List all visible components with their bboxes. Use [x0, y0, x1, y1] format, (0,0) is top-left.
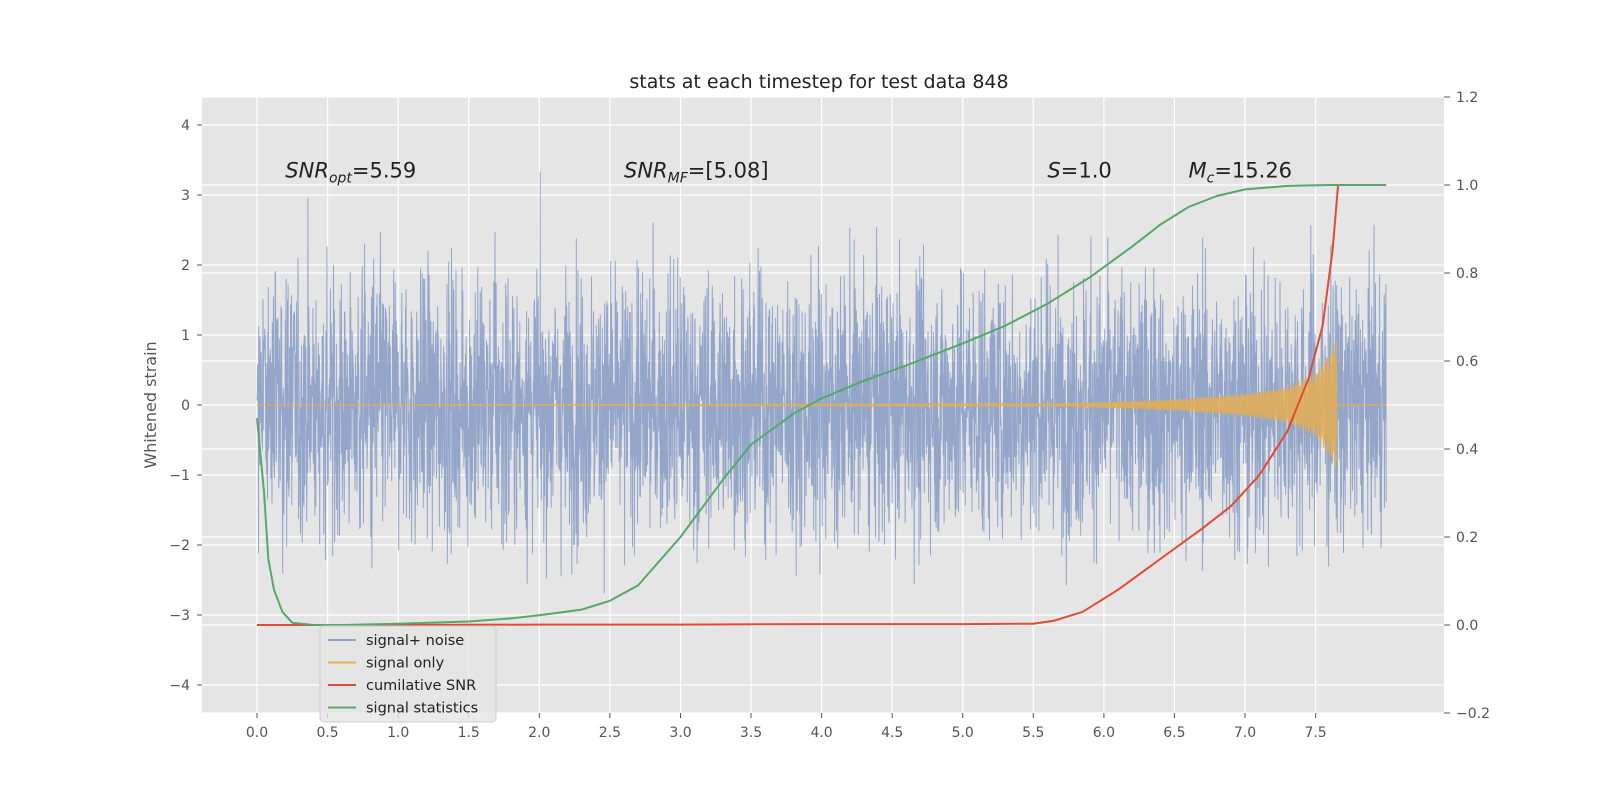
signal-plus-noise-line [256, 171, 1387, 594]
chart-title: stats at each timestep for test data 848 [629, 71, 1008, 93]
y2-tick-label: 0.0 [1456, 618, 1478, 634]
series-signal-plus-noise [256, 171, 1387, 594]
legend-label: signal+ noise [366, 633, 464, 649]
y-tick-label: −1 [169, 468, 190, 484]
legend-label: signal statistics [366, 701, 478, 717]
y-tick-label: −3 [169, 608, 190, 624]
y-tick-label: 1 [181, 328, 190, 344]
x-tick-label: 6.5 [1163, 725, 1185, 741]
y-tick-label: 0 [181, 398, 190, 414]
y2-tick-label: 0.4 [1456, 442, 1478, 458]
legend-label: signal only [366, 656, 445, 672]
annotation: SNRopt=5.59 [285, 159, 416, 187]
y-tick-label: 2 [181, 258, 190, 274]
annotation: SNRMF=[5.08] [624, 159, 769, 187]
series-right-axis-lines [256, 184, 1387, 626]
y2-tick-label: 0.6 [1456, 354, 1478, 370]
x-tick-label: 1.0 [387, 725, 409, 741]
axis-ticks: 0.0 0.5 1.0 1.5 2.0 2.5 3.0 3.5 4.0 4.5 5.0 5.5 6.0 6… [169, 90, 1490, 741]
y-tick-label: −2 [169, 538, 190, 554]
series-line-signal-statistics [256, 184, 1387, 626]
x-tick-label: 7.5 [1304, 725, 1326, 741]
annotation: S=1.0 [1047, 159, 1111, 183]
y2-tick-label: 1.2 [1456, 90, 1478, 106]
x-tick-label: 2.5 [599, 725, 621, 741]
y-axis-label: Whitened strain [141, 341, 160, 468]
y2-tick-label: −0.2 [1456, 706, 1490, 722]
legend: signal+ noise signal only cumilative SNR si… [319, 625, 497, 723]
x-tick-label: 3.5 [740, 725, 762, 741]
series-line-cumilative-snr [257, 184, 1387, 626]
x-tick-label: 4.5 [881, 725, 903, 741]
annotation: Mc=15.26 [1189, 159, 1293, 187]
y2-tick-label: 1.0 [1456, 178, 1478, 194]
x-tick-label: 0.0 [246, 725, 268, 741]
x-tick-label: 1.5 [458, 725, 480, 741]
legend-label: cumilative SNR [366, 678, 476, 694]
x-tick-label: 2.0 [528, 725, 550, 741]
x-tick-label: 5.5 [1022, 725, 1044, 741]
x-tick-label: 0.5 [316, 725, 338, 741]
y2-tick-label: 0.2 [1456, 530, 1478, 546]
y-tick-label: 3 [181, 188, 190, 204]
x-tick-label: 6.0 [1093, 725, 1115, 741]
signal-only-line [257, 339, 1338, 469]
y-tick-label: 4 [181, 118, 190, 134]
series-signal-only [257, 339, 1387, 469]
x-tick-label: 4.0 [810, 725, 832, 741]
y2-tick-label: 0.8 [1456, 266, 1478, 282]
annotations: SNRopt=5.59 SNRMF=[5.08] S=1.0 Mc=15.26 [285, 159, 1292, 187]
x-tick-label: 7.0 [1234, 725, 1256, 741]
legend-box [319, 625, 497, 723]
x-tick-label: 3.0 [669, 725, 691, 741]
y-tick-label: −4 [169, 678, 190, 694]
x-tick-label: 5.0 [952, 725, 974, 741]
